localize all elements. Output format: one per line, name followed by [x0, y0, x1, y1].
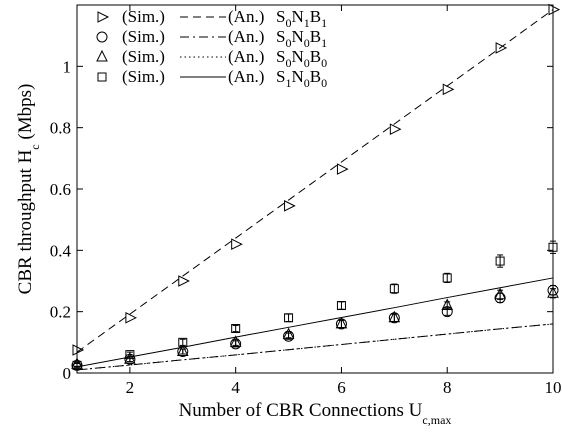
y-tick-label: 0.6 — [50, 180, 71, 199]
y-axis-label: CBR throughput Hc (Mbps) — [15, 84, 42, 295]
legend-marker — [97, 11, 110, 23]
sim-point — [442, 273, 452, 283]
series-1 — [71, 284, 559, 371]
legend-an-label: (An.) — [228, 67, 264, 86]
y-tick-label: 0 — [63, 364, 72, 383]
series-2 — [71, 286, 559, 371]
sim-point — [176, 344, 189, 357]
legend-sim-label: (Sim.) — [122, 7, 165, 26]
sim-point — [389, 284, 399, 294]
legend-sim-label: (Sim.) — [122, 67, 165, 86]
y-tick-label: 1 — [63, 57, 72, 76]
sim-point — [178, 275, 190, 287]
x-tick-label: 2 — [126, 378, 135, 397]
analytical-line — [76, 277, 554, 368]
sim-point — [229, 335, 242, 347]
y-tick-label: 0.2 — [50, 303, 71, 322]
sim-point — [389, 123, 402, 136]
analytical-line — [76, 323, 554, 371]
sim-point — [125, 350, 135, 360]
sim-point — [495, 256, 505, 266]
legend-marker — [96, 49, 108, 62]
sim-point — [442, 83, 455, 96]
legend-an-label: (An.) — [228, 47, 264, 66]
sim-point — [284, 200, 296, 212]
sim-point — [125, 311, 138, 324]
legend-an-label: (An.) — [228, 27, 264, 46]
x-axis-label: Number of CBR Connections Uc,max — [179, 400, 452, 427]
sim-point — [284, 313, 294, 323]
legend-an-label: (An.) — [228, 7, 264, 26]
x-tick-label: 6 — [337, 378, 346, 397]
sim-point — [178, 337, 188, 347]
sim-point — [495, 42, 508, 54]
analytical-line — [76, 9, 554, 353]
sim-point — [548, 3, 561, 16]
legend-series-name: S0N0B1 — [276, 27, 327, 50]
sim-point — [388, 310, 401, 323]
legend-marker — [96, 31, 108, 43]
sim-point — [336, 301, 346, 311]
sim-point — [441, 298, 454, 311]
sim-point — [72, 360, 82, 370]
legend-sim-label: (Sim.) — [122, 47, 165, 66]
legend: (Sim.) (An.) S0N1B1 (Sim.) (An.) S0N0B1 (Sim.)… — [96, 7, 327, 90]
plot-area: 2 4 6 8 10 0 0.2 0.4 0.6 0.8 1 Number of CBR Connec… — [15, 3, 562, 427]
sim-point — [282, 327, 295, 340]
x-tick-label: 10 — [545, 378, 562, 397]
sim-point — [72, 344, 85, 356]
legend-marker — [97, 72, 107, 82]
sim-point — [548, 242, 558, 252]
y-tick-label: 0.8 — [50, 119, 71, 138]
sim-point — [231, 238, 243, 251]
legend-sim-label: (Sim.) — [122, 27, 165, 46]
sim-point — [335, 316, 348, 329]
sim-point — [231, 324, 241, 334]
legend-series-name: S0N0B0 — [276, 47, 327, 70]
series-3 — [72, 240, 558, 370]
x-tick-label: 8 — [443, 378, 452, 397]
y-tick-label: 0.4 — [50, 241, 72, 260]
sim-point — [494, 287, 506, 300]
legend-series-name: S1N0B0 — [276, 67, 327, 90]
series-0 — [72, 3, 561, 356]
x-tick-label: 4 — [231, 378, 240, 397]
sim-point — [547, 286, 559, 298]
legend-series-name: S0N1B1 — [276, 7, 327, 30]
analytical-line — [76, 323, 554, 371]
sim-point — [71, 359, 83, 371]
sim-point — [336, 163, 349, 175]
